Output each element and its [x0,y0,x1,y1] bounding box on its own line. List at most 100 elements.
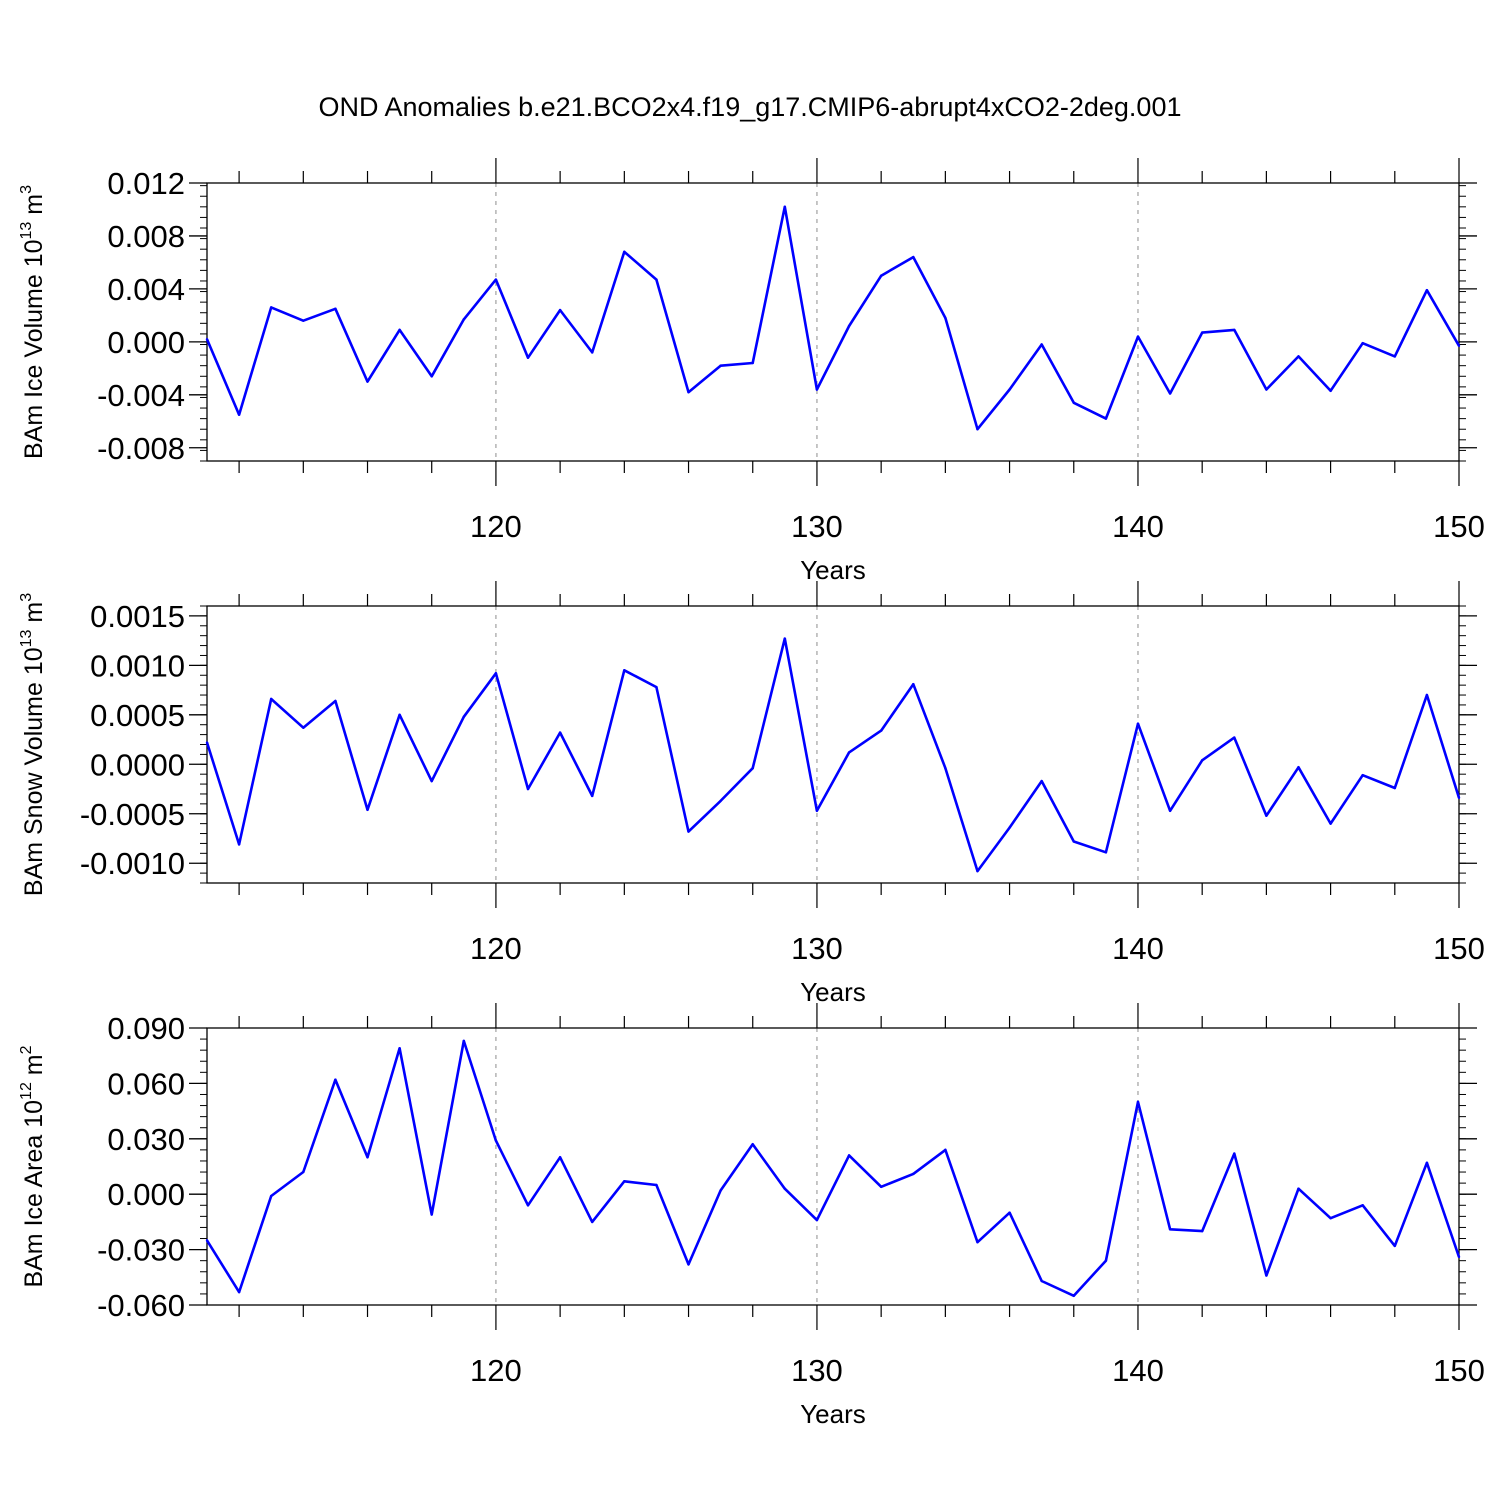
y-axis-title: BAm Ice Area 1012 m2 [18,1045,48,1287]
x-tick-label: 140 [1112,931,1164,966]
data-point [783,1187,787,1190]
data-point [1168,392,1172,395]
data-point [1168,809,1172,812]
y-tick-label: -0.0010 [80,846,185,881]
data-point [366,1156,369,1159]
data-point [719,364,722,367]
data-point [270,1194,273,1198]
data-point [558,1156,562,1159]
data-point [1393,786,1396,790]
data-point [398,1047,401,1050]
data-point [944,767,947,770]
data-point [976,428,979,431]
data-point [815,809,819,812]
figure-title: OND Anomalies b.e21.BCO2x4.f19_g17.CMIP6… [318,92,1182,122]
data-point [1297,766,1300,769]
y-tick-label: -0.004 [97,378,185,413]
data-point [1104,851,1108,854]
data-point [879,729,883,732]
data-point [944,316,947,320]
data-point [1233,328,1236,332]
data-point [751,1143,754,1146]
data-point [879,1185,883,1189]
data-point [1265,1274,1268,1277]
data-point [366,380,369,383]
data-point [205,1239,209,1242]
x-tick-label: 130 [791,509,843,544]
data-point [623,1180,626,1183]
data-point [783,205,787,209]
data-point [1329,1217,1332,1220]
y-axis-title-unit-exponent: 2 [18,1045,35,1054]
series-line [205,637,1461,873]
data-point [1008,1211,1011,1214]
data-point [912,682,915,686]
data-point [494,1139,498,1142]
data-point [526,356,530,359]
plot-frame [206,182,1460,462]
data-point [205,338,209,341]
data-point [1233,736,1236,739]
data-point [783,637,787,640]
data-point [976,1241,979,1244]
data-point [751,361,754,365]
y-axis-title-unit: m [20,1054,48,1082]
data-point [1072,1294,1075,1297]
data-point [1457,1255,1461,1259]
data-point [558,731,562,734]
x-tick-label: 150 [1433,509,1485,544]
data-point [719,1189,722,1192]
x-tick-label: 150 [1433,1353,1485,1388]
data-point [591,1220,594,1224]
x-axis-title: Years [800,555,866,585]
data-point [430,779,433,783]
y-axis-title-unit-exponent: 3 [18,593,35,602]
data-point [1393,1244,1396,1248]
data-point [1329,389,1332,393]
x-axis-title: Years [800,977,866,1007]
data-point [237,1290,241,1294]
y-tick-label: -0.008 [97,431,185,466]
y-tick-label: -0.060 [97,1288,185,1323]
x-tick-label: 140 [1112,1353,1164,1388]
y-tick-label: 0.004 [107,272,185,307]
data-point [912,1172,915,1176]
data-point [591,794,594,798]
data-point [687,1263,690,1266]
data-point [1457,796,1461,800]
data-point [462,1039,466,1043]
data-point [1457,344,1461,348]
data-point [1265,814,1268,817]
x-tick-label: 130 [791,1353,843,1388]
x-tick-label: 120 [470,1353,522,1388]
data-point [1072,401,1075,404]
data-point [1425,1161,1429,1165]
data-point [1393,355,1396,358]
data-point [847,751,851,754]
y-tick-label: 0.0010 [90,648,185,683]
y-axis-title-unit-exponent: 3 [18,185,35,194]
y-axis-title-unit: m [20,602,48,630]
y-tick-label: -0.0005 [80,797,185,832]
x-tick-label: 140 [1112,509,1164,544]
data-point [751,767,754,770]
data-point [462,318,466,321]
data-point [237,413,241,416]
data-point [815,388,819,391]
data-point [398,328,401,332]
data-point [334,1078,337,1081]
data-point [1265,388,1268,391]
series-line [205,1039,1461,1298]
y-axis-title-unit: m [20,194,48,222]
data-point [591,351,594,354]
y-tick-label: 0.030 [107,1122,185,1157]
x-tick-label: 120 [470,509,522,544]
y-tick-label: 0.000 [107,325,185,360]
data-point [687,830,690,833]
y-axis-title-exponent: 12 [18,1082,35,1100]
data-point [847,1154,851,1157]
data-point [1104,417,1108,420]
data-point [270,306,273,309]
data-point [655,685,658,689]
